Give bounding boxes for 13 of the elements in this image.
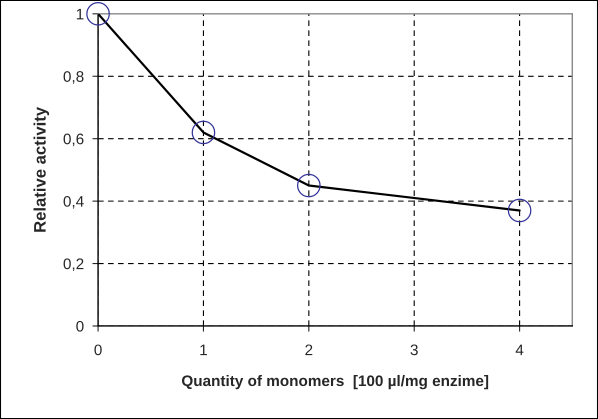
x-tick-label: 1 <box>200 344 207 356</box>
x-tick-label: 4 <box>516 344 524 356</box>
y-tick-label: 0,2 <box>64 258 84 272</box>
x-tick-label: 0 <box>94 344 102 356</box>
y-tick-label: 1 <box>76 8 84 20</box>
x-tick-label: 3 <box>410 344 418 356</box>
x-tick-label: 2 <box>305 344 312 356</box>
y-tick-label: 0,6 <box>64 134 84 146</box>
x-axis-title: Quantity of monomers [100 µl/mg enzime] <box>182 374 488 390</box>
y-axis-title: Relative activity <box>34 106 50 232</box>
y-tick-label: 0,8 <box>64 71 84 84</box>
y-tick-label: 0 <box>76 320 84 332</box>
y-tick-label: 0,4 <box>64 196 84 209</box>
